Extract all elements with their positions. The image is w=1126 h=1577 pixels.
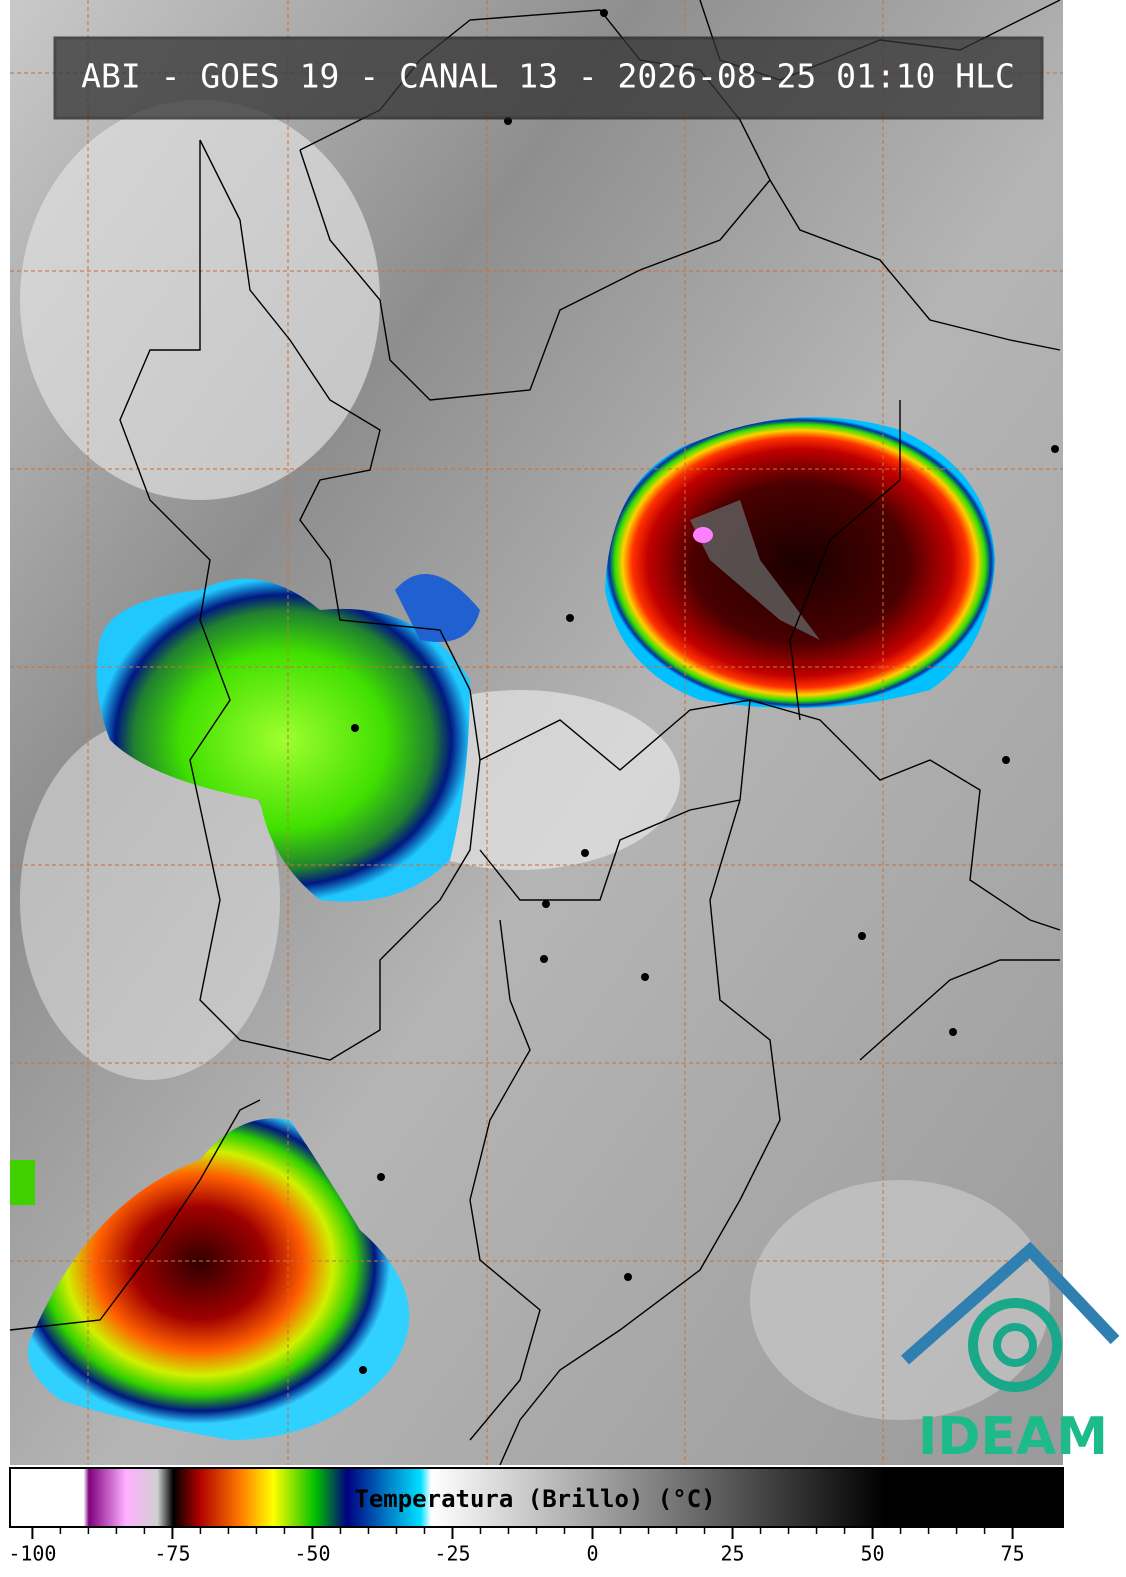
- city-dot: [351, 724, 359, 732]
- city-dot: [540, 955, 548, 963]
- border-line: [789, 400, 901, 721]
- logo: IDEAM: [901, 1241, 1120, 1467]
- border-line: [119, 139, 481, 1061]
- border-line: [479, 699, 1061, 931]
- cloud: [20, 720, 280, 1080]
- storm-cloud: [395, 574, 480, 642]
- border-line: [769, 179, 1061, 351]
- storm-cloud: [605, 417, 995, 708]
- logo-swirl: [968, 1298, 1062, 1392]
- logo-text: IDEAM: [918, 1407, 1108, 1467]
- city-dot: [566, 614, 574, 622]
- logo-roof: [901, 1241, 1120, 1365]
- border-line: [479, 799, 741, 901]
- colorbar: Temperatura (Brillo) (°C) -100 -75 -50 -25 0…: [8, 1467, 1064, 1566]
- tick-label: -25: [434, 1542, 470, 1566]
- tick-label: -50: [294, 1542, 330, 1566]
- city-dot: [542, 900, 550, 908]
- city-dot: [641, 973, 649, 981]
- tick-label: 0: [586, 1542, 598, 1566]
- colorbar-label: Temperatura (Brillo) (°C): [354, 1485, 715, 1513]
- tick-label: 75: [1001, 1542, 1025, 1566]
- cold-core: [690, 500, 820, 640]
- title: ABI - GOES 19 - CANAL 13 - 2026-08-25 01…: [81, 57, 1015, 96]
- cold-core: [693, 527, 713, 543]
- border-line: [859, 959, 1060, 1061]
- city-dot: [858, 932, 866, 940]
- title-box: [53, 36, 1044, 120]
- border-line: [299, 9, 771, 401]
- city-dot: [949, 1028, 957, 1036]
- border-line: [469, 919, 541, 1441]
- storm-cloud: [96, 578, 471, 902]
- city-dot: [359, 1366, 367, 1374]
- tick-label: -100: [8, 1542, 56, 1566]
- city-dot: [377, 1173, 385, 1181]
- storm-cloud: [10, 1160, 35, 1205]
- tick-label: 50: [861, 1542, 885, 1566]
- cities: [351, 9, 1059, 1374]
- city-dot: [1051, 445, 1059, 453]
- city-dot: [624, 1273, 632, 1281]
- city-dot: [1002, 756, 1010, 764]
- border-line: [499, 699, 781, 1466]
- logo-swirl: [993, 1323, 1037, 1367]
- tick-label: -75: [154, 1542, 190, 1566]
- city-dot: [581, 849, 589, 857]
- city-dot: [600, 9, 608, 17]
- border-line: [9, 1099, 261, 1331]
- tick-label: 25: [720, 1542, 744, 1566]
- satellite-map: [9, 0, 1063, 1466]
- storm-cloud: [28, 1118, 410, 1440]
- colorbar-scale: [9, 1467, 1064, 1528]
